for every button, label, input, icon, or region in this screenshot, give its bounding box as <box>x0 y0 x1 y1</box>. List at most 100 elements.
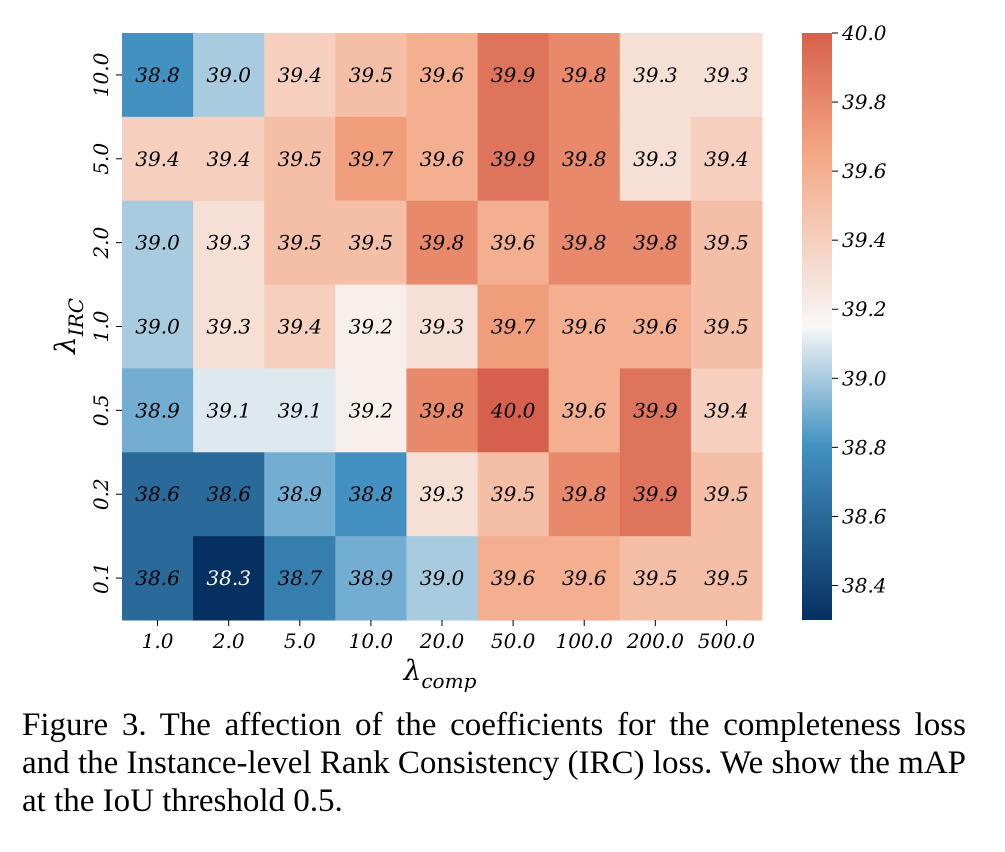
cell-value-label: 39.4 <box>704 398 749 422</box>
cell-value-label: 39.8 <box>562 147 607 171</box>
cell-value-label: 39.3 <box>704 63 749 87</box>
heatmap-cell <box>122 368 194 453</box>
x-tick-label: 100.0 <box>556 629 614 653</box>
heatmap-cell <box>122 536 194 621</box>
heatmap-cell <box>690 452 763 537</box>
cell-value-label: 39.3 <box>420 315 465 339</box>
heatmap-cell <box>619 200 692 286</box>
cell-value-label: 39.4 <box>704 147 749 171</box>
cell-value-label: 39.9 <box>633 482 678 506</box>
cell-value-label: 39.5 <box>704 315 749 339</box>
x-tick-label: 5.0 <box>284 629 316 653</box>
cell-value-label: 38.6 <box>135 482 180 506</box>
cell-value-label: 39.8 <box>562 482 607 506</box>
heatmap-cell <box>406 33 479 118</box>
heatmap-cell <box>477 116 550 202</box>
cell-value-label: 38.6 <box>206 482 251 506</box>
cell-value-label: 39.6 <box>491 231 536 255</box>
heatmap-cell <box>122 200 194 286</box>
x-tick-label: 500.0 <box>698 629 756 653</box>
heatmap-cell <box>122 284 194 369</box>
colorbar-tick-label: 38.8 <box>842 435 887 459</box>
heatmap-cell <box>122 116 194 202</box>
cell-value-label: 39.5 <box>633 566 678 590</box>
heatmap-cell <box>264 536 336 621</box>
cell-value-label: 39.4 <box>135 147 180 171</box>
colorbar-tick-label: 39.2 <box>842 297 887 321</box>
colorbar-tick-label: 39.6 <box>842 159 887 183</box>
cell-value-label: 39.6 <box>562 398 607 422</box>
cell-value-label: 39.8 <box>562 231 607 255</box>
colorbar <box>802 33 832 620</box>
heatmap-cell <box>193 452 265 537</box>
heatmap-cell <box>690 116 763 202</box>
heatmap-cell <box>690 284 763 369</box>
cell-value-label: 39.4 <box>278 315 323 339</box>
x-tick-label: 20.0 <box>419 629 465 653</box>
heatmap-cell <box>193 116 265 202</box>
heatmap-cell <box>619 368 692 453</box>
heatmap-cell <box>548 452 621 537</box>
heatmap-cell <box>406 284 479 369</box>
heatmap-cell <box>264 368 336 453</box>
colorbar-tick-label: 38.6 <box>842 504 887 528</box>
heatmap-cell <box>548 368 621 453</box>
cell-value-label: 39.6 <box>491 566 536 590</box>
cell-value-label: 39.7 <box>491 315 536 339</box>
heatmap-cell <box>335 452 407 537</box>
colorbar-tick-label: 39.4 <box>842 228 887 252</box>
y-tick-label: 1.0 <box>89 310 113 342</box>
cell-value-label: 39.3 <box>206 231 251 255</box>
heatmap-cell <box>335 200 407 286</box>
heatmap-cell <box>122 452 194 537</box>
y-tick-label: 10.0 <box>89 52 113 97</box>
heatmap-cell <box>690 536 763 621</box>
heatmap-cell <box>619 33 692 118</box>
colorbar-ticks: 40.0 39.8 39.6 39.4 39.2 39.0 38.8 38.6 38.4 <box>832 21 887 597</box>
heatmap-cell <box>619 452 692 537</box>
cell-value-label: 39.0 <box>135 231 180 255</box>
heatmap-cell <box>548 33 621 118</box>
cell-value-label: 39.7 <box>349 147 394 171</box>
cell-value-label: 38.8 <box>135 63 180 87</box>
heatmap-cell <box>335 284 407 369</box>
heatmap-cell <box>548 536 621 621</box>
heatmap-cell <box>193 536 265 621</box>
heatmap-cell <box>264 116 336 202</box>
cell-value-label: 39.6 <box>633 315 678 339</box>
x-tick-label: 200.0 <box>626 629 685 653</box>
heatmap-cell <box>548 116 621 202</box>
heatmap-cell <box>122 33 194 118</box>
heatmap-cell <box>477 200 550 286</box>
heatmap-cell <box>477 284 550 369</box>
cell-value-label: 39.5 <box>278 231 323 255</box>
cell-value-label: 39.2 <box>349 315 394 339</box>
cell-value-label: 39.4 <box>278 63 323 87</box>
cell-value-label: 39.3 <box>633 63 678 87</box>
cell-value-label: 39.1 <box>278 398 323 422</box>
colorbar-tick-label: 39.8 <box>842 90 887 114</box>
heatmap-cell <box>406 536 479 621</box>
x-tick-label: 50.0 <box>491 629 536 653</box>
y-axis-label: λIRC <box>49 298 88 355</box>
heatmap-cell <box>335 536 407 621</box>
colorbar-tick-label: 40.0 <box>841 21 887 45</box>
heatmap-cells <box>122 33 763 621</box>
cell-value-label: 39.8 <box>562 63 607 87</box>
heatmap-chart: 38.8 39.0 39.4 39.5 39.6 39.9 39.8 39.3 39.3 39.4… <box>49 21 887 693</box>
cell-value-label: 39.9 <box>633 398 678 422</box>
y-tick-label: 0.5 <box>89 394 113 426</box>
x-axis-label: λcomp <box>403 654 477 693</box>
cell-value-label: 39.5 <box>704 231 749 255</box>
heatmap-cell <box>264 452 336 537</box>
heatmap-cell <box>548 284 621 369</box>
cell-value-label: 38.9 <box>278 482 323 506</box>
heatmap-cell <box>406 368 479 453</box>
cell-value-label: 39.5 <box>704 482 749 506</box>
cell-value-label: 39.3 <box>206 315 251 339</box>
cell-value-label: 39.5 <box>704 566 749 590</box>
y-tick-label: 0.2 <box>89 478 113 510</box>
cell-value-label: 39.1 <box>206 398 251 422</box>
cell-value-label: 39.9 <box>491 63 536 87</box>
